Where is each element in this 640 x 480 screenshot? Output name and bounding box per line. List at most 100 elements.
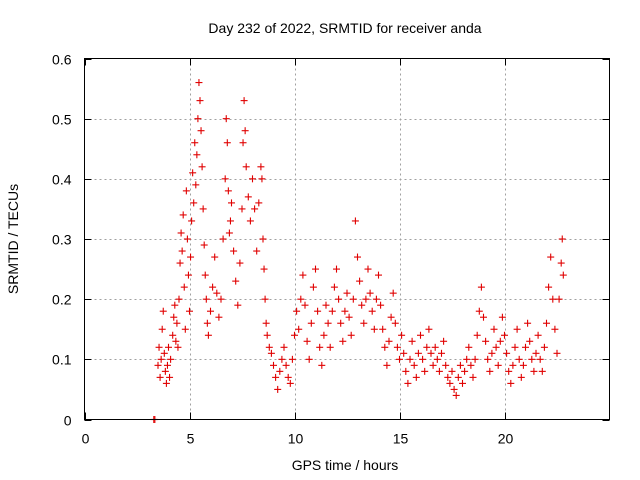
x-tick-label: 10 — [288, 431, 304, 447]
data-point — [543, 319, 550, 327]
data-point — [494, 361, 502, 369]
data-point — [213, 289, 221, 297]
data-point — [167, 355, 175, 363]
data-point — [333, 265, 340, 273]
data-point — [225, 229, 233, 237]
data-point — [186, 307, 193, 315]
data-points — [150, 79, 567, 423]
data-point — [366, 289, 374, 297]
data-point — [343, 289, 351, 297]
data-point — [309, 283, 317, 291]
data-point — [253, 247, 261, 255]
data-point — [528, 355, 536, 363]
data-point — [202, 295, 210, 303]
data-point — [557, 259, 565, 267]
data-point — [553, 349, 561, 357]
data-point — [192, 181, 200, 189]
data-point — [163, 361, 171, 369]
data-point — [503, 349, 511, 357]
y-axis-label: SRMTID / TECUs — [5, 184, 21, 294]
data-point — [234, 301, 242, 309]
data-point — [465, 343, 473, 351]
data-point — [314, 307, 322, 315]
data-point — [312, 265, 319, 273]
data-point — [524, 319, 532, 327]
data-point — [239, 139, 247, 147]
data-point — [158, 325, 166, 333]
data-point — [198, 163, 206, 171]
data-point — [429, 361, 437, 369]
data-point — [335, 295, 343, 303]
data-point — [330, 283, 338, 291]
data-point — [526, 337, 534, 345]
data-point — [540, 343, 548, 351]
data-point — [299, 271, 307, 279]
data-point — [282, 361, 290, 369]
data-point — [536, 355, 544, 363]
data-point — [356, 277, 364, 285]
data-point — [517, 373, 525, 381]
data-point — [328, 307, 336, 315]
data-point — [156, 373, 164, 381]
grid — [84, 58, 610, 420]
data-point — [444, 373, 452, 381]
data-point — [414, 349, 422, 357]
data-point — [263, 331, 271, 339]
data-point — [467, 361, 475, 369]
data-point — [251, 205, 259, 213]
data-point — [301, 301, 309, 309]
data-point — [545, 283, 553, 291]
data-point — [419, 355, 427, 363]
data-point — [408, 337, 416, 345]
data-point — [454, 373, 462, 381]
data-point — [178, 247, 186, 255]
data-point — [400, 349, 408, 357]
data-point — [267, 349, 275, 357]
data-point — [222, 115, 230, 123]
data-point — [558, 235, 566, 243]
data-point — [425, 325, 433, 333]
data-point — [507, 379, 515, 387]
data-point — [238, 205, 246, 213]
axes: 0 5 10 15 20 0 0.1 0.2 0.3 0.4 0.5 0.6 — [52, 52, 610, 447]
chart-title: Day 232 of 2022, SRMTID for receiver and… — [208, 20, 481, 36]
y-tick-label: 0.1 — [52, 352, 72, 368]
data-point — [339, 337, 347, 345]
data-point — [166, 373, 174, 381]
data-point — [240, 97, 248, 105]
data-point — [182, 187, 190, 195]
data-point — [358, 301, 366, 309]
data-point — [435, 367, 443, 375]
data-point — [375, 271, 382, 279]
data-point — [496, 337, 504, 345]
data-point — [261, 295, 269, 303]
data-point — [559, 271, 567, 279]
data-point — [410, 361, 418, 369]
data-point — [303, 337, 311, 345]
data-point — [555, 295, 563, 303]
data-point — [203, 319, 211, 327]
x-axis-label: GPS time / hours — [292, 457, 399, 473]
data-point — [337, 319, 345, 327]
y-tick-label: 0.5 — [52, 112, 72, 128]
data-point — [320, 331, 328, 339]
data-point — [215, 313, 223, 321]
data-point — [241, 127, 249, 135]
data-point — [157, 355, 165, 363]
data-point — [509, 361, 517, 369]
data-point — [207, 307, 214, 315]
data-point — [551, 325, 559, 333]
data-point — [477, 283, 485, 291]
data-point — [534, 331, 542, 339]
y-tick-label: 0.2 — [52, 292, 72, 308]
data-point — [421, 367, 429, 375]
data-point — [181, 325, 189, 333]
data-point — [433, 355, 441, 363]
data-point — [284, 373, 292, 381]
data-point — [387, 313, 395, 321]
data-point — [522, 343, 529, 351]
data-point — [154, 361, 162, 369]
data-point — [173, 319, 181, 327]
data-point — [482, 337, 490, 345]
data-point — [469, 373, 477, 381]
